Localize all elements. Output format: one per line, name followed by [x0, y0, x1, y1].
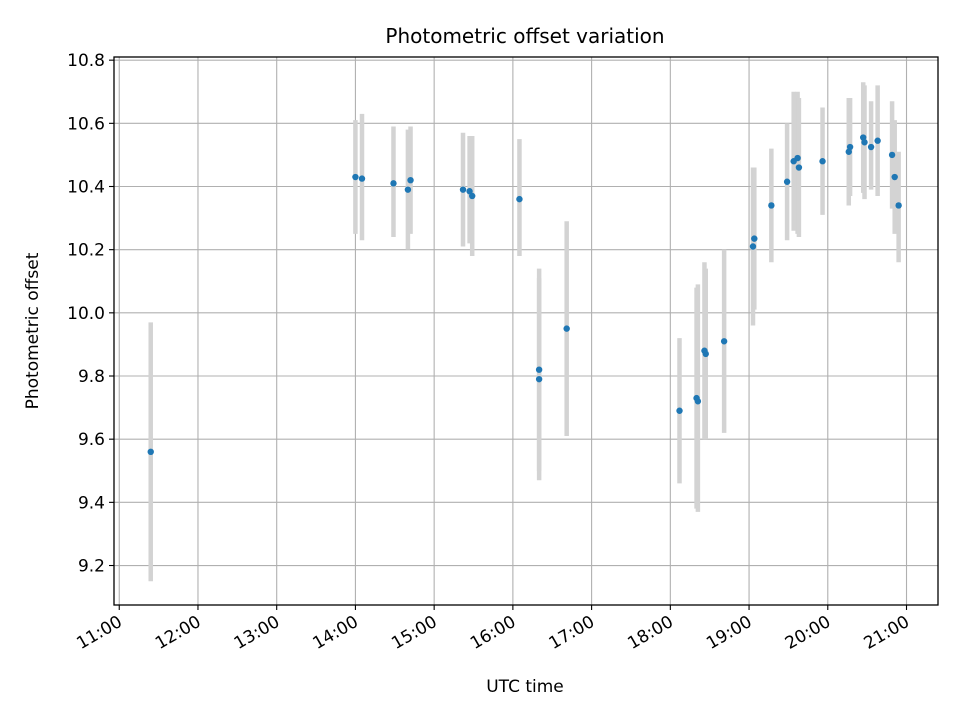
y-tick-label: 10.2: [67, 241, 105, 261]
data-point: [702, 350, 709, 358]
plot-area: [114, 57, 938, 605]
data-point: [891, 173, 898, 181]
data-point: [563, 325, 570, 332]
y-tick-label: 10.6: [67, 114, 105, 134]
plot-frame: [113, 56, 939, 606]
data-point: [867, 143, 875, 151]
data-point: [783, 178, 791, 185]
data-point: [720, 338, 728, 345]
y-tick-label: 9.2: [78, 557, 105, 577]
data-point: [751, 235, 758, 242]
data-point: [147, 448, 154, 456]
data-point: [407, 176, 414, 184]
y-tick-label: 10.4: [67, 177, 105, 197]
data-point: [516, 195, 523, 203]
data-point: [874, 137, 881, 144]
data-point: [895, 202, 902, 209]
data-point: [846, 143, 854, 151]
data-point: [390, 180, 397, 187]
data-point: [469, 192, 476, 200]
chart-title: Photometric offset variation: [385, 24, 664, 48]
y-tick-label: 9.8: [78, 367, 105, 387]
y-tick-label: 9.6: [78, 430, 105, 450]
data-point: [459, 186, 467, 193]
y-axis-label: Photometric offset: [23, 252, 43, 409]
data-point: [888, 151, 896, 159]
data-point: [795, 164, 803, 171]
y-axis-ticks: 9.2 9.4 9.6 9.8 10.0 10.2 10.4 10.6 10.8: [67, 51, 114, 577]
y-tick-label: 10.8: [67, 51, 105, 71]
y-tick-label: 10.0: [67, 304, 105, 324]
data-points: [147, 134, 902, 456]
data-point: [352, 173, 359, 181]
data-point: [404, 186, 412, 193]
data-point: [358, 175, 366, 182]
data-point: [535, 366, 543, 373]
data-point: [861, 139, 868, 146]
x-axis-label: UTC time: [486, 677, 564, 697]
data-point: [768, 202, 775, 209]
data-point: [819, 158, 826, 165]
data-point: [466, 188, 473, 195]
data-point: [794, 154, 801, 162]
data-point: [749, 243, 757, 250]
data-point: [535, 375, 543, 383]
data-point: [694, 398, 702, 405]
data-point: [676, 407, 683, 414]
y-tick-label: 9.4: [78, 493, 105, 513]
